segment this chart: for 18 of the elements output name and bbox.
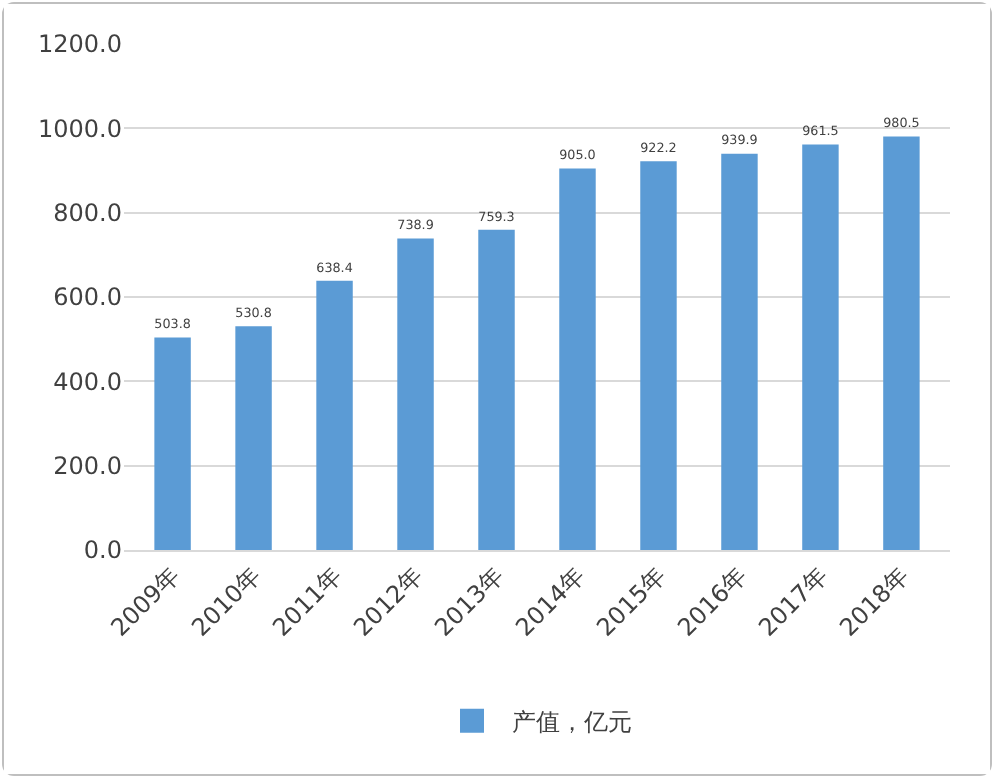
bar	[802, 144, 839, 550]
y-tick-label: 800.0	[53, 199, 122, 228]
bar	[397, 238, 434, 550]
bar	[640, 161, 677, 550]
bar	[316, 280, 353, 550]
bar	[154, 337, 191, 550]
bar	[883, 136, 920, 550]
bar	[235, 326, 272, 550]
y-tick-label: 1000.0	[38, 114, 122, 143]
bar	[721, 153, 758, 550]
legend-label: 产值，亿元	[512, 708, 632, 737]
y-tick-label: 400.0	[53, 367, 122, 396]
y-tick-label: 0.0	[83, 536, 122, 565]
bar	[478, 229, 515, 550]
y-tick-label: 200.0	[53, 452, 122, 481]
y-tick-label: 600.0	[53, 283, 122, 312]
bar	[559, 168, 596, 550]
y-tick-label: 1200.0	[38, 30, 122, 59]
